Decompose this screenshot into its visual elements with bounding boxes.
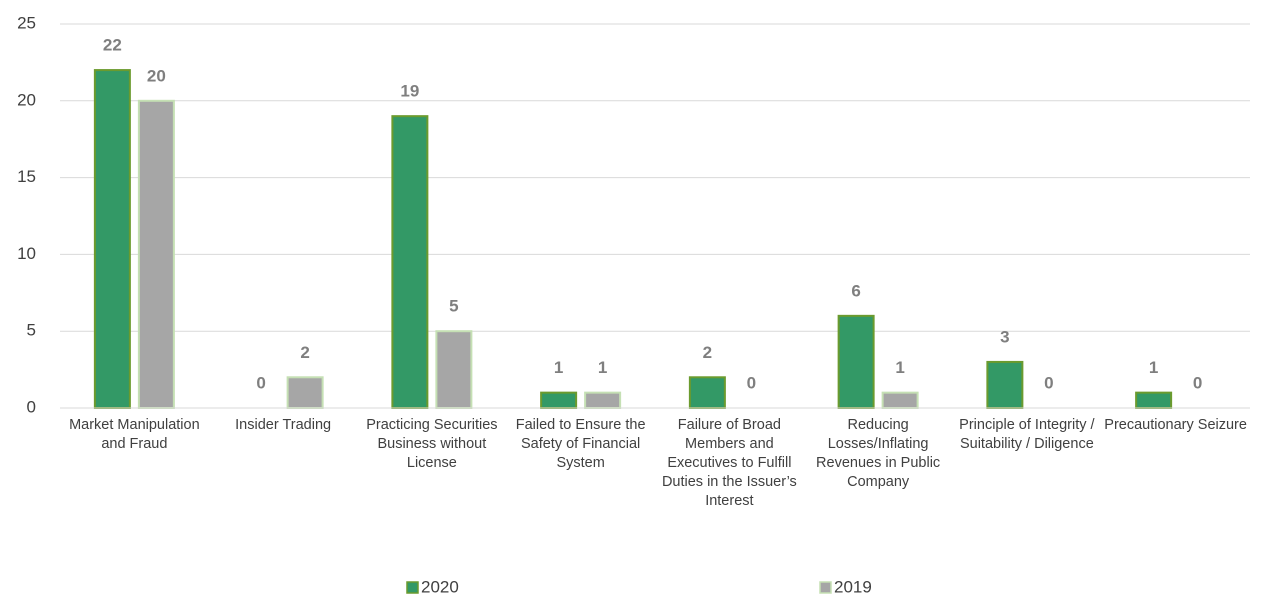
- data-label: 22: [103, 36, 122, 55]
- y-tick-label: 15: [17, 167, 36, 186]
- x-tick-label: Practicing Securities Business without L…: [366, 417, 498, 471]
- data-label: 0: [1044, 373, 1053, 392]
- y-tick-label: 25: [17, 13, 36, 32]
- data-label: 20: [147, 66, 166, 85]
- x-tick-label: Reducing Losses/Inflating Revenues in Pu…: [816, 417, 941, 490]
- x-label-box: Reducing Losses/Inflating Revenues in Pu…: [816, 417, 941, 490]
- y-tick-label: 10: [17, 244, 36, 263]
- legend-label: 2019: [834, 577, 872, 596]
- bar: [584, 391, 622, 410]
- data-label: 19: [400, 82, 419, 101]
- x-tick-label: Failed to Ensure the Safety of Financial…: [515, 417, 646, 471]
- y-tick-label: 5: [27, 321, 36, 340]
- bar: [540, 391, 578, 410]
- data-label: 0: [1193, 373, 1202, 392]
- x-tick-label: Failure of Broad Members and Executives …: [661, 417, 797, 509]
- legend-swatch: [819, 581, 832, 594]
- bar: [435, 330, 473, 410]
- x-label-box: Precautionary Seizure: [1104, 417, 1247, 433]
- bar: [688, 376, 726, 409]
- x-label-box: Market Manipulation and Fraud: [69, 417, 200, 452]
- bar: [137, 99, 175, 410]
- x-label-box: Practicing Securities Business without L…: [366, 417, 498, 471]
- data-label: 1: [895, 358, 904, 377]
- bar: [986, 360, 1024, 410]
- bar: [93, 69, 131, 410]
- data-label: 6: [851, 281, 860, 300]
- data-label: 2: [703, 343, 712, 362]
- x-label-box: Failure of Broad Members and Executives …: [661, 417, 797, 509]
- data-label: 1: [1149, 358, 1158, 377]
- bar: [391, 115, 429, 409]
- x-label-box: Failed to Ensure the Safety of Financial…: [515, 417, 646, 471]
- legend-swatch: [406, 581, 419, 594]
- x-tick-label: Principle of Integrity / Suitability / D…: [959, 417, 1095, 452]
- y-tick-label: 0: [27, 397, 36, 416]
- x-label-box: Principle of Integrity / Suitability / D…: [959, 417, 1095, 452]
- y-tick-label: 20: [17, 90, 36, 109]
- data-label: 0: [747, 373, 756, 392]
- bar: [881, 391, 919, 410]
- x-label-box: Insider Trading: [235, 417, 332, 433]
- data-label: 1: [554, 358, 563, 377]
- data-label: 3: [1000, 327, 1009, 346]
- data-label: 0: [256, 373, 265, 392]
- x-tick-label: Insider Trading: [235, 417, 332, 433]
- x-tick-label: Market Manipulation and Fraud: [69, 417, 200, 452]
- data-label: 1: [598, 358, 607, 377]
- bar: [837, 314, 875, 409]
- bar: [1135, 391, 1173, 410]
- bar: [286, 376, 324, 409]
- data-label: 2: [300, 343, 309, 362]
- data-label: 5: [449, 297, 458, 316]
- legend-label: 2020: [421, 577, 459, 596]
- x-tick-label: Precautionary Seizure: [1104, 417, 1247, 433]
